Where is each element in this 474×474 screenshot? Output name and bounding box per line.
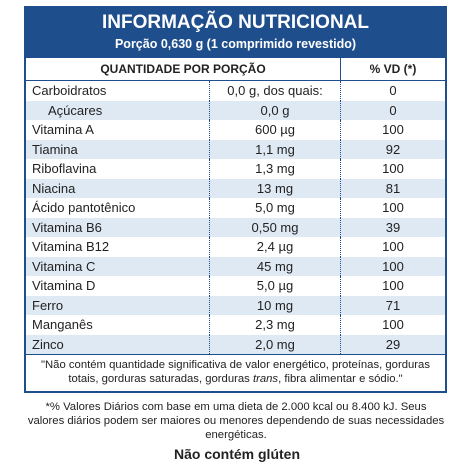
amount: 2,4 µg — [210, 237, 341, 257]
amount: 13 mg — [210, 178, 341, 198]
daily-value: 0 — [389, 102, 397, 118]
daily-value: 100 — [382, 278, 404, 293]
amount: 10 mg — [210, 295, 341, 315]
row: Açúcares 0,0 g 0 — [26, 100, 445, 120]
nutrient: Zinco — [26, 334, 210, 354]
table: QUANTIDADE POR PORÇÃO % VD (*) Carboidra… — [24, 58, 447, 393]
column-header: % VD (*) — [369, 62, 417, 76]
subtitle: Porção 0,630 g (1 comprimido revestido) — [114, 37, 357, 51]
amount: 5,0 mg — [210, 198, 341, 218]
amount: 1,3 mg — [210, 159, 341, 179]
amount: 0,0 g — [210, 100, 341, 120]
row: Vitamina B6 0,50 mg 39 — [26, 217, 445, 237]
nutrient: Ácido pantotênico — [26, 198, 210, 218]
row: Manganês 2,3 mg 100 — [26, 315, 445, 335]
footnote: *% Valores Diários com base em uma dieta… — [27, 401, 445, 441]
daily-value: 81 — [385, 180, 401, 196]
row: Vitamina A 600 µg 100 — [26, 120, 445, 140]
nutrient: Vitamina D — [26, 276, 210, 296]
row: Vitamina B12 2,4 µg 100 — [26, 237, 445, 257]
daily-value: 39 — [385, 219, 401, 235]
row: Carboidratos 0,0 g, dos quais: 0 — [26, 81, 445, 101]
daily-value: 100 — [382, 239, 404, 254]
row: Vitamina D 5,0 µg 100 — [26, 276, 445, 296]
daily-value: 100 — [382, 122, 404, 137]
row: Riboflavina 1,3 mg 100 — [26, 159, 445, 179]
nutrient: Carboidratos — [26, 81, 210, 101]
note-text: trans — [252, 373, 279, 385]
amount: 45 mg — [210, 256, 341, 276]
daily-value: 92 — [385, 141, 401, 157]
rows: Carboidratos 0,0 g, dos quais: 0 Açúcares 0,… — [26, 81, 445, 354]
amount: 1,1 mg — [210, 139, 341, 159]
nutrient: Açúcares — [26, 100, 210, 120]
nutrient: Vitamina B6 — [26, 217, 210, 237]
row: Ferro 10 mg 71 — [26, 295, 445, 315]
nutrient: Tiamina — [26, 139, 210, 159]
daily-value: 100 — [382, 258, 404, 274]
header-row: QUANTIDADE POR PORÇÃO % VD (*) — [26, 58, 445, 81]
nutrient: Vitamina C — [26, 256, 210, 276]
nutrient: Ferro — [26, 295, 210, 315]
nutrient: Niacina — [26, 178, 210, 198]
note: "Não contém quantidade significativa de … — [26, 354, 445, 391]
daily-value: 100 — [382, 200, 404, 215]
daily-value: 0 — [389, 83, 397, 98]
daily-value: 100 — [382, 161, 404, 176]
amount: 5,0 µg — [210, 276, 341, 296]
gluten-note: Não contém glúten — [173, 446, 300, 462]
nutrient: Riboflavina — [26, 159, 210, 179]
note-text: , fibra alimentar e sódio." — [278, 373, 403, 385]
row: Tiamina 1,1 mg 92 — [26, 139, 445, 159]
nutrient: Vitamina B12 — [26, 237, 210, 257]
nutrient: Manganês — [26, 315, 210, 335]
row: Vitamina C 45 mg 100 — [26, 256, 445, 276]
amount: 2,3 mg — [210, 315, 341, 335]
column-header: QUANTIDADE POR PORÇÃO — [26, 58, 341, 80]
nutrient: Vitamina A — [26, 120, 210, 140]
daily-value: 29 — [385, 336, 401, 352]
daily-value: 100 — [382, 317, 404, 332]
amount: 0,50 mg — [210, 217, 341, 237]
row: Niacina 13 mg 81 — [26, 178, 445, 198]
row: Zinco 2,0 mg 29 — [26, 334, 445, 354]
note-text: "Não contém quantidade significativa de … — [41, 359, 430, 385]
daily-value: 71 — [385, 297, 401, 313]
title: INFORMAÇÃO NUTRICIONAL — [101, 12, 370, 33]
row: Ácido pantotênico 5,0 mg 100 — [26, 198, 445, 218]
amount: 600 µg — [210, 120, 341, 140]
amount: 0,0 g, dos quais: — [210, 81, 341, 101]
header: INFORMAÇÃO NUTRICIONAL Porção 0,630 g (1… — [24, 6, 447, 58]
amount: 2,0 mg — [210, 334, 341, 354]
